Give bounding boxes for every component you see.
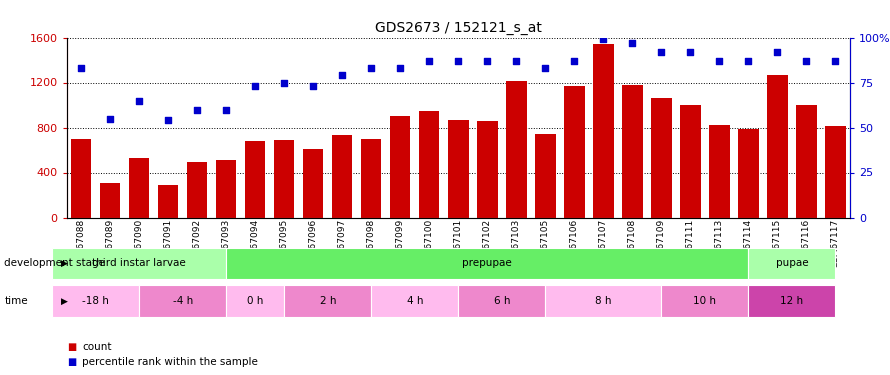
Text: third instar larvae: third instar larvae (93, 258, 186, 268)
Text: 0 h: 0 h (247, 296, 263, 306)
Text: ■: ■ (67, 342, 76, 352)
Point (538, 65, 553, 71)
Point (567, 58, 581, 64)
Bar (449, 120, 468, 218)
Point (336, 72, 350, 78)
Bar (361, 139, 382, 218)
Point (684, 49, 698, 55)
Bar (477, 121, 498, 218)
Text: percentile rank within the sample: percentile rank within the sample (82, 357, 258, 367)
Point (248, 83, 263, 89)
Bar (303, 149, 323, 217)
Text: 4 h: 4 h (407, 296, 423, 306)
Point (277, 80, 291, 86)
Text: time: time (4, 296, 28, 306)
Text: count: count (82, 342, 111, 352)
Text: 8 h: 8 h (595, 296, 611, 306)
Bar (100, 183, 120, 218)
Bar (71, 139, 92, 218)
Bar (680, 105, 700, 218)
Text: prepupae: prepupae (463, 258, 513, 268)
Point (626, 40, 640, 46)
Point (190, 106, 205, 112)
Bar (332, 135, 352, 218)
Bar (825, 126, 846, 218)
Point (451, 58, 465, 64)
Bar (651, 98, 672, 218)
Point (364, 65, 378, 71)
Bar (797, 105, 817, 218)
Point (741, 58, 756, 64)
Bar (158, 185, 178, 218)
Bar (622, 85, 643, 218)
Point (712, 58, 726, 64)
Point (654, 49, 668, 55)
Point (829, 58, 843, 64)
Text: ■: ■ (67, 357, 76, 367)
Text: 6 h: 6 h (494, 296, 510, 306)
Text: -4 h: -4 h (173, 296, 193, 306)
Point (596, 36, 611, 42)
Bar (709, 125, 730, 218)
Bar (216, 160, 237, 218)
Point (74, 65, 88, 71)
Text: ▶: ▶ (61, 296, 68, 305)
Point (481, 58, 495, 64)
Bar (535, 134, 555, 218)
Bar (274, 140, 295, 218)
Bar (129, 158, 150, 218)
Text: development stage: development stage (4, 258, 105, 268)
Point (509, 58, 523, 64)
Bar (739, 129, 758, 217)
Point (771, 49, 785, 55)
Bar (506, 81, 527, 218)
Text: ▶: ▶ (61, 259, 68, 268)
Point (161, 117, 175, 123)
Text: 12 h: 12 h (781, 296, 804, 306)
Bar (390, 116, 410, 218)
Text: 2 h: 2 h (320, 296, 336, 306)
Bar (187, 162, 207, 218)
Bar (564, 86, 585, 218)
Bar (245, 141, 265, 218)
Text: pupae: pupae (775, 258, 808, 268)
Bar (767, 75, 788, 217)
Text: -18 h: -18 h (82, 296, 109, 306)
Point (132, 98, 146, 104)
Point (393, 65, 408, 71)
Title: GDS2673 / 152121_s_at: GDS2673 / 152121_s_at (375, 21, 542, 35)
Bar (419, 111, 440, 218)
Point (103, 116, 117, 122)
Point (219, 106, 233, 112)
Point (422, 58, 436, 64)
Point (306, 83, 320, 89)
Point (799, 58, 813, 64)
Bar (594, 44, 613, 218)
Text: 10 h: 10 h (693, 296, 716, 306)
